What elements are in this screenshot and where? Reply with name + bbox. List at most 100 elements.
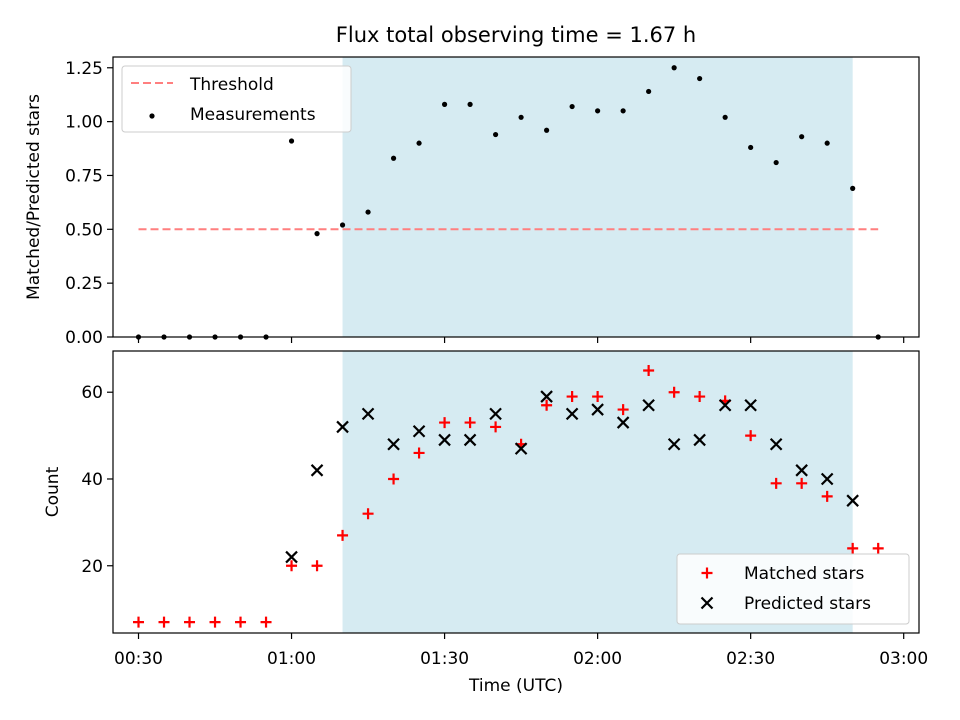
legend-matched-label: Matched stars <box>744 564 864 584</box>
measurement-point <box>365 209 371 215</box>
chart-title: Flux total observing time = 1.67 h <box>336 23 696 47</box>
predicted-star-point <box>616 416 630 429</box>
measurement-point <box>620 108 626 114</box>
matched-star-point <box>847 542 859 554</box>
predicted-star-point <box>565 407 579 421</box>
matched-star-point <box>311 560 323 572</box>
predicted-star-point <box>310 464 324 477</box>
legend-predicted-marker <box>700 596 714 610</box>
matched-star-point <box>235 616 247 628</box>
bottom-xlabel: Time (UTC) <box>468 676 563 696</box>
legend-matched-swatch <box>701 567 713 579</box>
measurement-point <box>748 144 754 151</box>
bottom-ytick-label: 60 <box>81 383 103 403</box>
matched-star-point <box>872 542 884 554</box>
top-axes-frame <box>112 56 920 338</box>
bottom-legend: Matched stars Predicted stars <box>676 553 910 625</box>
predicted-star-point <box>336 420 349 434</box>
legend-threshold-label: Threshold <box>189 75 274 95</box>
matched-star-point <box>209 616 221 628</box>
predicted-star-point <box>642 398 655 412</box>
matched-star-point <box>133 616 145 628</box>
bottom-ylabel: Count <box>43 466 63 517</box>
matched-star-point <box>796 477 808 489</box>
legend-matched-marker <box>701 567 713 579</box>
predicted-star-point <box>489 407 502 421</box>
measurement-point <box>492 131 499 138</box>
predicted-star-point <box>820 472 834 486</box>
matched-star-point <box>541 399 553 411</box>
top-legend-box <box>121 65 352 133</box>
legend-predicted-swatch <box>700 596 714 610</box>
bottom-xtick-label: 02:00 <box>573 649 622 669</box>
top-ylabel: Matched/Predicted stars <box>24 94 44 300</box>
bottom-panel: 20 40 60 00:30 01:00 01:30 02:00 02:30 03:00 Co… <box>43 350 928 696</box>
top-shaded-span <box>342 57 853 337</box>
predicted-star-point <box>361 407 375 421</box>
bottom-xtick-label: 02:30 <box>726 649 775 669</box>
predicted-star-point <box>591 403 604 416</box>
predicted-star-point <box>514 442 528 455</box>
measurement-point <box>799 134 805 140</box>
predicted-star-point <box>693 433 706 447</box>
measurement-point <box>569 103 575 110</box>
matched-star-point <box>184 616 196 628</box>
matched-star-point <box>260 616 272 628</box>
matched-star-point <box>745 430 757 442</box>
predicted-star-point <box>769 437 783 451</box>
matched-star-point <box>388 473 400 485</box>
measurement-point <box>416 140 422 146</box>
measurement-point <box>671 65 677 71</box>
legend-measurements-label: Measurements <box>190 105 316 125</box>
top-ytick-label: 0.75 <box>65 166 103 186</box>
measurement-point <box>544 127 550 133</box>
bottom-axes-frame <box>112 350 920 634</box>
measurement-point <box>773 159 779 166</box>
top-ytick-label: 0.00 <box>65 328 103 348</box>
bottom-ytick-label: 40 <box>81 470 103 490</box>
matched-star-point <box>439 417 451 429</box>
measurement-point <box>467 101 473 107</box>
top-ytick-label: 1.00 <box>65 113 103 133</box>
matched-star-point <box>592 391 604 403</box>
legend-predicted-label: Predicted stars <box>744 594 871 614</box>
matched-star-point <box>694 391 706 403</box>
predicted-star-point <box>387 437 400 451</box>
matched-star-point <box>821 490 833 502</box>
measurement-point <box>441 101 448 107</box>
predicted-star-point <box>285 550 298 564</box>
measurement-point <box>697 75 703 82</box>
matched-star-point <box>286 560 298 572</box>
matched-star-point <box>643 365 655 377</box>
bottom-xtick-label: 01:00 <box>267 649 316 669</box>
legend-measurements-swatch <box>149 113 155 119</box>
top-ytick-label: 0.25 <box>65 274 103 294</box>
matched-star-point <box>668 386 680 398</box>
measurement-point <box>824 140 830 146</box>
measurement-point <box>288 138 295 144</box>
measurement-point <box>390 155 397 161</box>
bottom-ytick-label: 20 <box>81 557 103 577</box>
measurement-point <box>722 114 728 120</box>
measurement-point <box>314 231 320 237</box>
bottom-xtick-label: 00:30 <box>114 649 163 669</box>
measurement-point <box>850 185 856 191</box>
top-legend: Threshold Measurements <box>121 65 352 133</box>
predicted-star-point <box>718 398 732 412</box>
measurement-point <box>646 88 652 95</box>
measurement-point <box>518 114 524 120</box>
matched-star-point <box>337 529 349 541</box>
predicted-star-point <box>438 433 451 447</box>
predicted-star-point <box>540 390 553 403</box>
measurement-point <box>595 108 601 114</box>
matched-star-point <box>413 447 425 459</box>
measurement-point <box>339 222 346 228</box>
predicted-star-point <box>412 424 426 438</box>
top-ytick-label: 1.25 <box>65 59 103 79</box>
matched-star-point <box>362 508 374 520</box>
bottom-xtick-label: 01:30 <box>420 649 469 669</box>
matched-star-point <box>158 616 170 628</box>
predicted-star-point <box>795 464 808 477</box>
bottom-xtick-label: 03:00 <box>879 649 928 669</box>
